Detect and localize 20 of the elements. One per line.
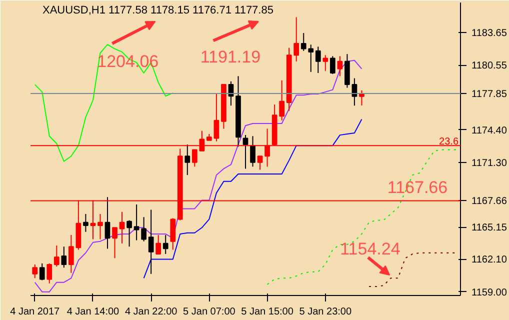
y-tick-label: 1180.55: [472, 60, 508, 72]
annotation: 23.6: [439, 136, 459, 148]
annotation: 1191.19: [200, 48, 261, 67]
x-tick-label: 4 Jan 14:00: [66, 306, 120, 318]
x-tick-label: 4 Jan 22:00: [124, 306, 178, 318]
y-tick-label: 1159.00: [472, 287, 508, 298]
annotation: 1154.24: [340, 240, 400, 259]
ref-line-label: 1177.85: [472, 89, 508, 100]
y-tick-label: 1171.30: [472, 158, 508, 169]
y-tick-label: 1183.65: [472, 28, 508, 39]
x-tick-label: 4 Jan 2017: [10, 306, 60, 318]
y-tick-label: 1174.40: [472, 125, 508, 136]
ref-line-label: 1167.66: [472, 196, 508, 208]
y-tick-label: 1165.15: [472, 222, 508, 234]
chart-title: XAUUSD,H1 1177.58 1178.15 1176.71 1177.85: [42, 4, 274, 16]
y-tick-label: 1162.10: [472, 254, 508, 266]
x-tick-label: 5 Jan 23:00: [299, 306, 352, 318]
x-tick-label: 5 Jan 07:00: [183, 306, 236, 318]
x-tick-label: 5 Jan 15:00: [241, 306, 294, 318]
annotation: 1167.66: [387, 178, 448, 198]
